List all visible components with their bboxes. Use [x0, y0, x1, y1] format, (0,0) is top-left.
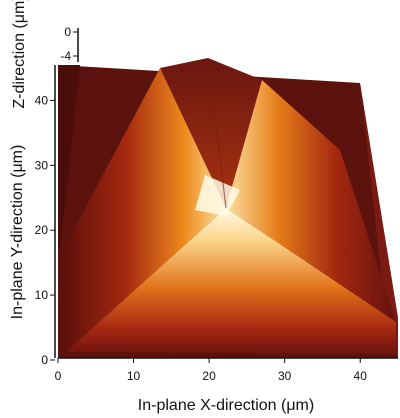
x-tick-label: 0	[55, 369, 62, 383]
surface-base-right-edge	[360, 83, 398, 358]
z-ticks: 0 -4	[60, 25, 78, 63]
z-tick-label: 0	[64, 25, 71, 39]
y-tick-label: 30	[35, 158, 49, 172]
ridge-line	[207, 57, 227, 209]
pyramid-back-face	[160, 58, 262, 208]
x-tick-label: 30	[278, 369, 292, 383]
x-tick-label: 10	[127, 369, 141, 383]
x-ticks: 0 10 20 30 40	[55, 358, 368, 383]
y-tick-label: 10	[35, 288, 49, 302]
apex-highlight	[195, 175, 240, 216]
y-tick-label: 20	[35, 223, 49, 237]
x-tick-label: 40	[354, 369, 368, 383]
z-axis-title: Z-direction (μm)	[11, 0, 28, 109]
pyramid-front-face	[66, 208, 396, 354]
x-axis-title: In-plane X-direction (μm)	[138, 397, 314, 414]
surface-base-left-edge	[58, 65, 80, 250]
y-ticks: 0 10 20 30 40	[35, 93, 55, 367]
y-axis-title: In-plane Y-direction (μm)	[9, 145, 26, 320]
x-tick-label: 20	[202, 369, 216, 383]
pyramid-left-face	[60, 68, 226, 352]
z-tick-label: -4	[60, 49, 71, 63]
y-tick-label: 40	[35, 93, 49, 107]
pyramid-right-face	[226, 80, 396, 322]
y-tick-label: 0	[41, 353, 48, 367]
